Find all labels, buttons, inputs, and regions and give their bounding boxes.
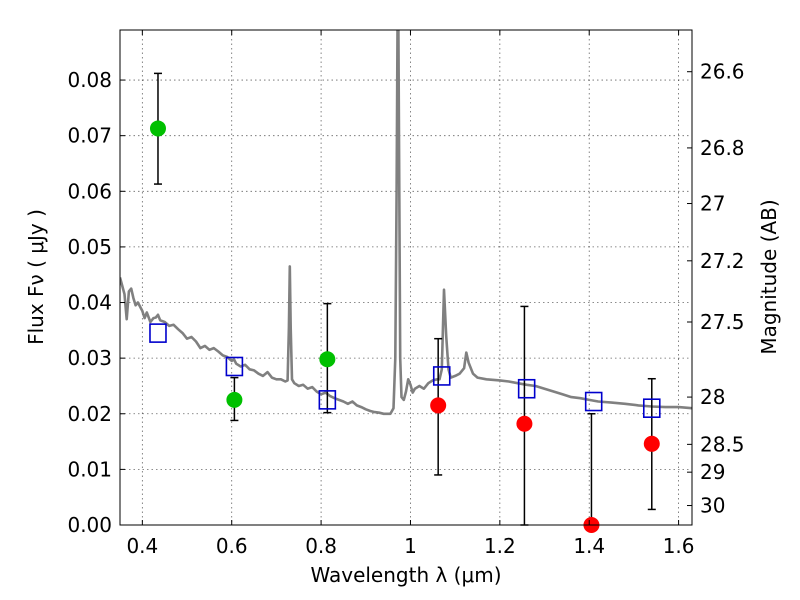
y-axis-label: Flux Fν ( μJy ) xyxy=(24,209,48,345)
right-tick-label: 27.2 xyxy=(700,249,745,273)
sed-model-curve xyxy=(120,30,692,416)
x-tick-label: 1.2 xyxy=(484,534,516,558)
right-tick-label: 29 xyxy=(700,460,725,484)
model-photometry-square xyxy=(432,366,451,386)
right-tick-label: 26.8 xyxy=(700,136,745,160)
y-tick-label: 0.02 xyxy=(67,402,112,426)
model-photometry-square xyxy=(318,390,337,410)
y-tick-label: 0.07 xyxy=(67,124,112,148)
grid xyxy=(120,30,692,526)
model-photometry-square xyxy=(149,323,167,343)
x-tick-label: 1.6 xyxy=(663,534,695,558)
data-point-green xyxy=(319,351,336,368)
tick-layer: 0.4 0.6 0.8 1 1.2 1.4 1.6 0.00 0.01 0.02 0.03 0.04 0… xyxy=(67,30,745,558)
x-tick-label: 0.6 xyxy=(216,534,248,558)
right-tick-label: 30 xyxy=(700,494,725,518)
x-tick-label: 1 xyxy=(404,534,417,558)
model-photometry-square xyxy=(225,356,244,377)
right-tick-label: 28 xyxy=(700,385,725,409)
x-tick-label: 0.4 xyxy=(126,534,158,558)
data-point-red xyxy=(430,397,447,414)
model-photometry-square xyxy=(642,398,661,419)
right-tick-label: 28.5 xyxy=(700,432,745,456)
y-tick-label: 0.01 xyxy=(67,457,112,481)
x-tick-label: 1.4 xyxy=(573,534,605,558)
data-point-green xyxy=(226,391,243,408)
x-tick-label: 0.8 xyxy=(305,534,337,558)
model-photometry-square xyxy=(517,378,536,399)
y-tick-label: 0.00 xyxy=(67,513,112,537)
x-axis-label: Wavelength λ (μm) xyxy=(310,563,501,587)
y-tick-label: 0.08 xyxy=(67,68,112,92)
plot-frame xyxy=(119,29,693,526)
y-tick-label: 0.04 xyxy=(67,291,112,315)
sed-curve-layer xyxy=(120,30,692,416)
right-axis-label: Magnitude (AB) xyxy=(757,199,781,354)
right-tick-label: 26.6 xyxy=(700,60,745,84)
y-tick-label: 0.05 xyxy=(67,235,112,259)
y-tick-label: 0.03 xyxy=(67,346,112,370)
right-tick-label: 27.5 xyxy=(700,310,745,334)
data-point-red xyxy=(516,415,533,432)
data-point-green xyxy=(149,120,166,137)
right-tick-label: 27 xyxy=(700,192,725,216)
y-tick-label: 0.06 xyxy=(67,179,112,203)
model-photometry-square xyxy=(584,391,603,412)
plot-background xyxy=(120,30,692,525)
data-point-red xyxy=(643,435,660,452)
marker-layer xyxy=(149,120,661,533)
